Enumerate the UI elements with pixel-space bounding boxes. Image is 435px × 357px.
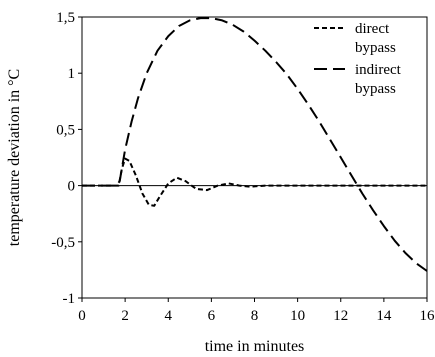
plot-border — [81, 16, 428, 299]
x-tick-label: 10 — [290, 308, 305, 324]
x-tick-label: 14 — [376, 308, 392, 324]
x-axis-title: time in minutes — [205, 338, 305, 355]
y-tick-label: 0 — [68, 179, 76, 195]
legend-label: indirect — [355, 62, 402, 78]
plot-area — [81, 16, 428, 299]
y-tick-label: -0,5 — [51, 235, 75, 251]
series-line-2 — [82, 17, 428, 272]
x-tick-label: 12 — [333, 308, 348, 324]
legend-label: direct — [355, 21, 390, 37]
y-axis: -1 -0,5 0 0,5 1 1,5 — [51, 10, 82, 307]
legend-label: bypass — [355, 81, 396, 97]
y-tick-label: 0,5 — [56, 122, 75, 138]
x-tick-label: 8 — [251, 308, 259, 324]
y-tick-label: 1 — [68, 66, 76, 82]
x-tick-label: 16 — [420, 308, 435, 324]
legend-label: bypass — [355, 40, 396, 56]
series-line-1 — [82, 157, 427, 207]
x-tick-label: 0 — [78, 308, 86, 324]
x-tick-label: 2 — [121, 308, 129, 324]
x-tick-label: 4 — [165, 308, 173, 324]
series-layer — [82, 17, 428, 272]
x-tick-label: 6 — [208, 308, 216, 324]
legend: direct bypass indirect bypass — [314, 21, 402, 97]
y-tick-label: -1 — [63, 291, 76, 307]
x-axis: 0 2 4 6 8 10 12 14 16 — [78, 298, 435, 324]
y-tick-label: 1,5 — [56, 10, 75, 26]
y-axis-title: temperature deviation in °C — [6, 69, 23, 246]
